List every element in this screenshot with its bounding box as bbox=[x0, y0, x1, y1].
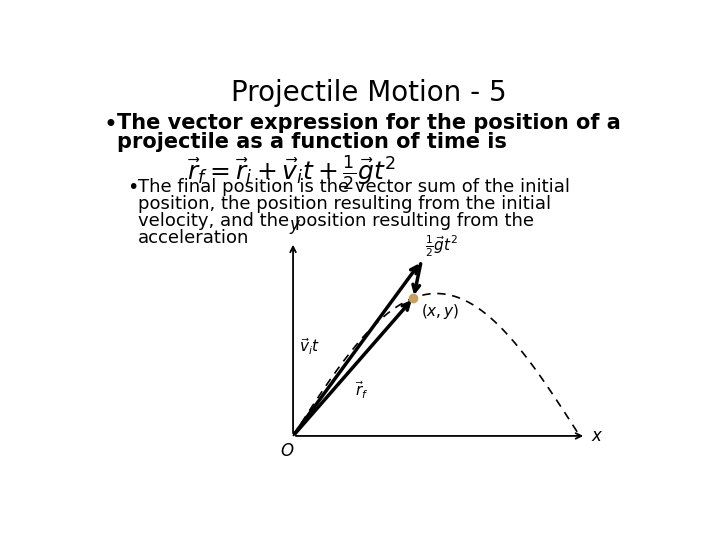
Text: $(x, y)$: $(x, y)$ bbox=[421, 302, 459, 321]
Text: position, the position resulting from the initial: position, the position resulting from th… bbox=[138, 195, 552, 213]
Text: •: • bbox=[127, 178, 138, 197]
Text: $y$: $y$ bbox=[289, 218, 302, 236]
Text: $O$: $O$ bbox=[279, 442, 294, 460]
Text: $\frac{1}{2}\vec{g}t^2$: $\frac{1}{2}\vec{g}t^2$ bbox=[425, 234, 459, 259]
Text: projectile as a function of time is: projectile as a function of time is bbox=[117, 132, 507, 152]
Text: $\vec{v}_i t$: $\vec{v}_i t$ bbox=[299, 336, 320, 357]
Text: acceleration: acceleration bbox=[138, 229, 249, 247]
Text: The vector expression for the position of a: The vector expression for the position o… bbox=[117, 112, 621, 132]
Text: The final position is the vector sum of the initial: The final position is the vector sum of … bbox=[138, 178, 570, 196]
Text: •: • bbox=[104, 112, 118, 137]
Text: $\vec{r}_f = \vec{r}_i + \vec{v}_i t + \frac{1}{2}\vec{g}t^2$: $\vec{r}_f = \vec{r}_i + \vec{v}_i t + \… bbox=[187, 154, 396, 192]
Text: Projectile Motion - 5: Projectile Motion - 5 bbox=[231, 79, 507, 107]
Text: velocity, and the position resulting from the: velocity, and the position resulting fro… bbox=[138, 212, 534, 230]
Text: $x$: $x$ bbox=[591, 427, 604, 445]
Text: $\vec{r}_f$: $\vec{r}_f$ bbox=[355, 379, 369, 401]
